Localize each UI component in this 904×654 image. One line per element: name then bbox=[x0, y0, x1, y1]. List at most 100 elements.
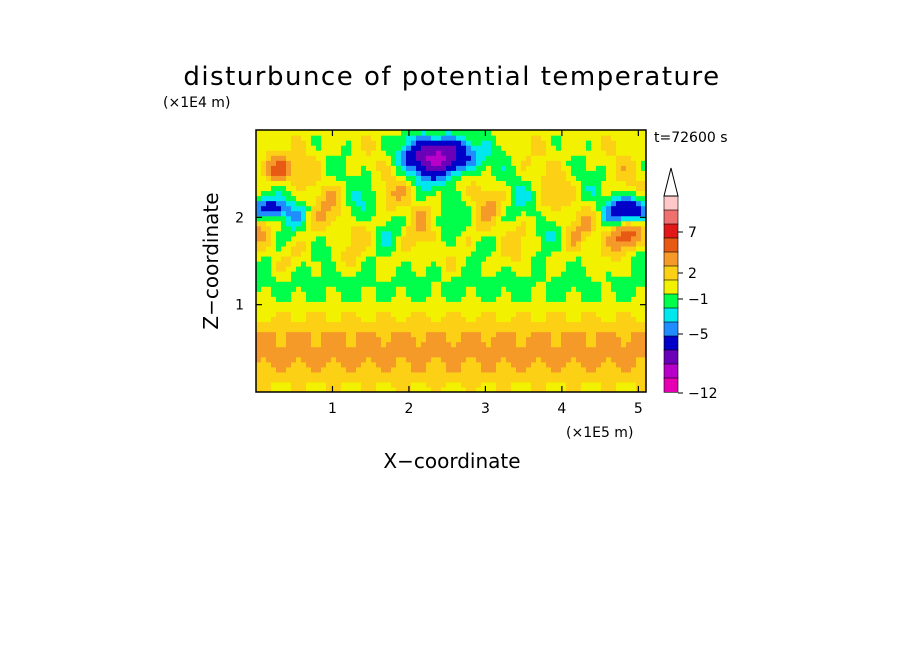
field-cell bbox=[516, 130, 522, 136]
field-cell bbox=[641, 225, 646, 232]
field-cell bbox=[286, 225, 292, 232]
field-cell bbox=[461, 366, 467, 373]
field-cell bbox=[561, 336, 567, 343]
field-cell bbox=[306, 361, 312, 368]
field-cell bbox=[486, 271, 492, 277]
field-cell bbox=[326, 376, 332, 383]
field-cell bbox=[421, 215, 427, 222]
field-cell bbox=[566, 255, 572, 262]
field-cell bbox=[321, 220, 327, 227]
field-cell bbox=[386, 351, 392, 358]
field-cell bbox=[296, 215, 302, 222]
field-cell bbox=[291, 361, 297, 368]
field-cell bbox=[491, 281, 497, 287]
field-cell bbox=[496, 386, 502, 392]
field-cell bbox=[476, 250, 482, 257]
field-cell bbox=[516, 321, 522, 328]
field-cell bbox=[611, 220, 617, 227]
field-cell bbox=[576, 331, 582, 338]
field-cell bbox=[491, 276, 497, 282]
field-cell bbox=[556, 190, 562, 197]
field-cell bbox=[371, 145, 377, 151]
field-cell bbox=[471, 386, 477, 392]
field-cell bbox=[491, 205, 497, 212]
field-cell bbox=[531, 296, 537, 302]
field-cell bbox=[576, 230, 582, 237]
field-cell bbox=[451, 381, 457, 388]
field-cell bbox=[626, 160, 632, 166]
field-cell bbox=[361, 381, 367, 388]
field-cell bbox=[516, 255, 522, 262]
field-cell bbox=[281, 381, 287, 388]
field-cell bbox=[401, 356, 407, 363]
field-cell bbox=[456, 235, 462, 242]
field-cell bbox=[571, 230, 577, 237]
field-cell bbox=[541, 356, 547, 363]
field-cell bbox=[526, 271, 532, 277]
field-cell bbox=[301, 306, 307, 312]
field-cell bbox=[441, 296, 447, 302]
field-cell bbox=[601, 331, 607, 338]
field-cell bbox=[606, 225, 612, 232]
field-cell bbox=[321, 140, 327, 146]
field-cell bbox=[326, 261, 332, 267]
field-cell bbox=[526, 135, 532, 141]
field-cell bbox=[391, 140, 397, 146]
field-cell bbox=[316, 281, 322, 287]
field-cell bbox=[446, 301, 452, 307]
field-cell bbox=[266, 145, 272, 151]
field-cell bbox=[531, 195, 537, 202]
field-cell bbox=[596, 225, 602, 232]
field-cell bbox=[456, 170, 462, 176]
field-cell bbox=[601, 145, 607, 151]
field-cell bbox=[416, 150, 422, 156]
field-cell bbox=[531, 261, 537, 267]
field-cell bbox=[436, 336, 442, 343]
field-cell bbox=[501, 266, 507, 272]
field-cell bbox=[376, 321, 382, 328]
field-cell bbox=[336, 316, 342, 323]
field-cell bbox=[616, 185, 622, 192]
field-cell bbox=[436, 230, 442, 237]
field-cell bbox=[381, 346, 387, 353]
field-cell bbox=[261, 306, 267, 312]
field-cell bbox=[361, 366, 367, 373]
field-cell bbox=[276, 150, 282, 156]
field-cell bbox=[521, 281, 527, 287]
field-cell bbox=[606, 316, 612, 323]
field-cell bbox=[311, 205, 317, 212]
field-cell bbox=[531, 321, 537, 328]
field-cell bbox=[621, 185, 627, 192]
field-cell bbox=[496, 155, 502, 161]
field-cell bbox=[541, 215, 547, 222]
field-cell bbox=[566, 235, 572, 242]
field-cell bbox=[376, 301, 382, 307]
field-cell bbox=[511, 311, 517, 318]
field-cell bbox=[266, 331, 272, 338]
field-cell bbox=[496, 175, 502, 181]
field-cell bbox=[421, 160, 427, 166]
field-cell bbox=[441, 311, 447, 318]
field-cell bbox=[421, 326, 427, 333]
field-cell bbox=[291, 331, 297, 338]
field-cell bbox=[431, 361, 437, 368]
field-cell bbox=[491, 185, 497, 192]
field-cell bbox=[286, 371, 292, 378]
field-cell bbox=[436, 306, 442, 312]
field-cell bbox=[516, 356, 522, 363]
field-cell bbox=[626, 145, 632, 151]
field-cell bbox=[591, 140, 597, 146]
field-cell bbox=[296, 296, 302, 302]
field-cell bbox=[506, 271, 512, 277]
field-cell bbox=[406, 170, 412, 176]
field-cell bbox=[346, 346, 352, 353]
field-cell bbox=[346, 205, 352, 212]
field-cell bbox=[331, 351, 337, 358]
field-cell bbox=[426, 170, 432, 176]
field-cell bbox=[456, 386, 462, 392]
field-cell bbox=[561, 190, 567, 197]
field-cell bbox=[461, 155, 467, 161]
field-cell bbox=[586, 331, 592, 338]
field-cell bbox=[416, 326, 422, 333]
field-cell bbox=[621, 175, 627, 181]
